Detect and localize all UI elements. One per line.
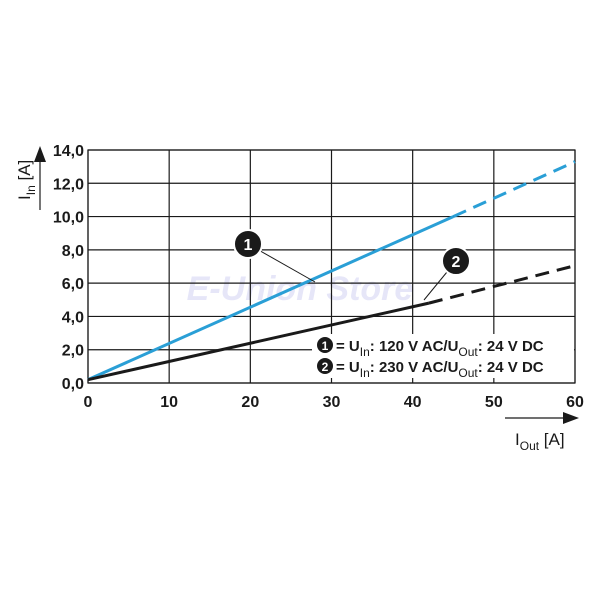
subscript: Out — [520, 439, 540, 453]
legend-marker-label: 1 — [322, 339, 329, 353]
subscript: In — [360, 345, 370, 359]
label: IOut [A] — [515, 430, 565, 453]
text-part: = U — [336, 359, 360, 376]
y-tick-label: 6,0 — [62, 276, 84, 293]
y-tick-label: 0,0 — [62, 376, 84, 393]
text-part: = U — [336, 338, 360, 355]
arrow-head — [563, 412, 579, 424]
y-tick-label: 4,0 — [62, 309, 84, 326]
x-tick-label: 10 — [160, 394, 178, 411]
legend-marker-label: 2 — [322, 360, 329, 374]
subscript: In — [24, 185, 38, 195]
text-part: : 24 V DC — [478, 359, 544, 376]
label: IIn [A] — [15, 160, 38, 200]
text-part: : 120 V AC/U — [370, 338, 459, 355]
subscript: Out — [458, 366, 478, 380]
callout-label: 1 — [244, 237, 253, 254]
y-tick-label: 8,0 — [62, 243, 84, 260]
series-line — [428, 264, 576, 305]
label: = UIn: 230 V AC/UOut: 24 V DC — [336, 359, 544, 380]
x-tick-label: 60 — [566, 394, 584, 411]
legend-marker — [317, 358, 333, 374]
text-part: [A] — [539, 430, 565, 449]
text-part: I — [15, 195, 34, 200]
text-part: [A] — [15, 160, 34, 186]
series-line — [87, 215, 454, 382]
y-tick-label: 10,0 — [53, 210, 84, 227]
text-part: : 24 V DC — [478, 338, 544, 355]
callout-marker — [233, 229, 263, 259]
series-line — [452, 160, 576, 218]
label: = UIn: 120 V AC/UOut: 24 V DC — [336, 338, 544, 359]
x-tick-label: 20 — [241, 394, 259, 411]
legend-marker — [317, 337, 333, 353]
legend-box — [312, 334, 574, 378]
arrow-head — [34, 146, 46, 162]
text-part: : 230 V AC/U — [370, 359, 459, 376]
subscript: Out — [458, 345, 478, 359]
text-part: I — [515, 430, 520, 449]
subscript: In — [360, 366, 370, 380]
x-tick-label: 40 — [404, 394, 422, 411]
x-tick-label: 0 — [84, 394, 93, 411]
callout-marker — [441, 246, 471, 276]
x-tick-label: 50 — [485, 394, 503, 411]
y-tick-label: 14,0 — [53, 143, 84, 160]
y-tick-label: 12,0 — [53, 176, 84, 193]
callout-label: 2 — [452, 254, 461, 271]
y-tick-label: 2,0 — [62, 343, 84, 360]
watermark: E-Union Store — [187, 270, 414, 308]
series-line — [87, 301, 430, 382]
x-tick-label: 30 — [323, 394, 341, 411]
